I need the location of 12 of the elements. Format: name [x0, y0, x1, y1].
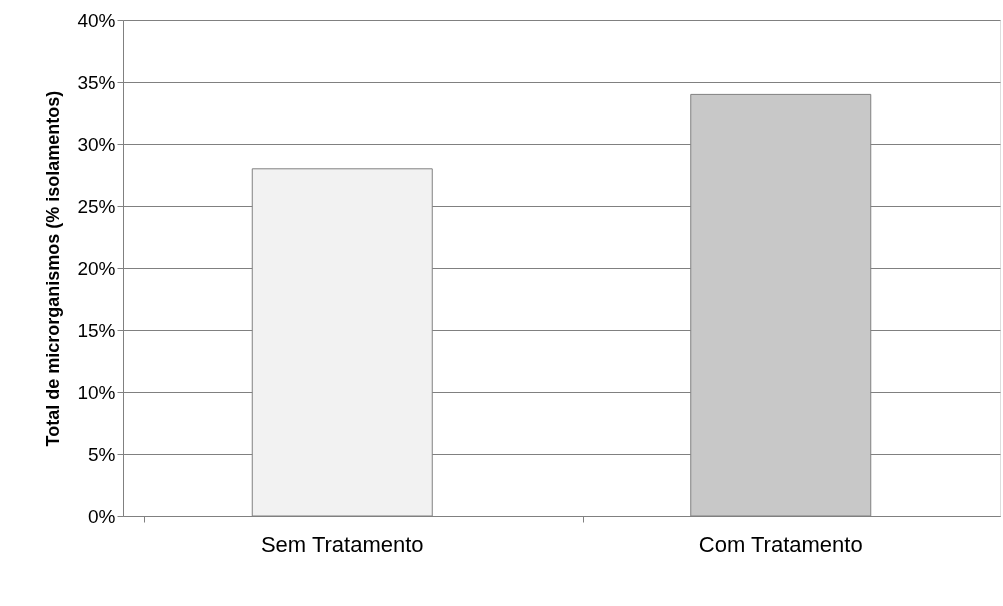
y-tick-label: 10% [77, 381, 116, 403]
y-tick-label: 40% [77, 9, 116, 31]
y-axis-title: Total de microrganismos (% isolamentos) [43, 90, 64, 447]
y-tick-label: 5% [88, 443, 116, 465]
y-tick-label: 25% [77, 195, 116, 217]
y-tick-label: 30% [77, 133, 116, 155]
y-tick-label: 20% [77, 257, 116, 279]
x-tick-label: Com Tratamento [698, 531, 863, 557]
y-tick-label: 35% [77, 71, 116, 93]
x-tick-label: Sem Tratamento [260, 531, 424, 557]
y-tick-label: 0% [88, 505, 116, 527]
y-tick-label: 15% [77, 319, 116, 341]
